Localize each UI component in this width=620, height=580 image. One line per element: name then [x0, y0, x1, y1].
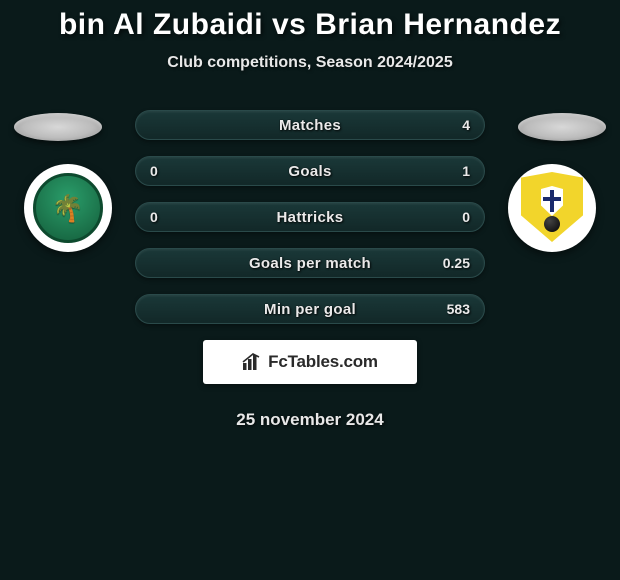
stat-label: Hattricks: [277, 209, 344, 226]
palm-icon: 🌴: [52, 195, 84, 221]
stat-value-right: 583: [447, 301, 470, 317]
page-title: bin Al Zubaidi vs Brian Hernandez: [0, 8, 620, 42]
stat-row-goals: 0 Goals 1: [135, 156, 485, 186]
stat-row-matches: Matches 4: [135, 110, 485, 140]
stat-row-hattricks: 0 Hattricks 0: [135, 202, 485, 232]
stat-value-right: 0: [462, 209, 470, 225]
stat-value-right: 0.25: [443, 255, 470, 271]
stat-value-right: 1: [462, 163, 470, 179]
watermark-text: FcTables.com: [268, 352, 378, 372]
watermark[interactable]: FcTables.com: [203, 340, 417, 384]
club-badge-right: [508, 164, 596, 252]
club-badge-left: 🌴: [24, 164, 112, 252]
stat-value-left: 0: [150, 209, 158, 225]
club-crest-al-ahli: 🌴: [33, 173, 103, 243]
date-text: 25 november 2024: [0, 410, 620, 430]
stat-row-min-per-goal: Min per goal 583: [135, 294, 485, 324]
subtitle: Club competitions, Season 2024/2025: [0, 54, 620, 72]
club-crest-inter-zapresic: [516, 172, 588, 244]
player-placeholder-right: [518, 113, 606, 141]
stat-label: Min per goal: [264, 301, 356, 318]
stats-area: 🌴 Matches 4 0 G: [0, 110, 620, 430]
player-placeholder-left: [14, 113, 102, 141]
stat-value-right: 4: [462, 117, 470, 133]
stat-value-left: 0: [150, 163, 158, 179]
bar-chart-icon: [242, 353, 262, 371]
stat-label: Goals per match: [249, 255, 371, 272]
comparison-card: bin Al Zubaidi vs Brian Hernandez Club c…: [0, 0, 620, 430]
stat-rows: Matches 4 0 Goals 1 0 Hattricks 0 Goals …: [135, 110, 485, 324]
stat-row-goals-per-match: Goals per match 0.25: [135, 248, 485, 278]
stat-label: Matches: [279, 117, 341, 134]
stat-label: Goals: [288, 163, 331, 180]
